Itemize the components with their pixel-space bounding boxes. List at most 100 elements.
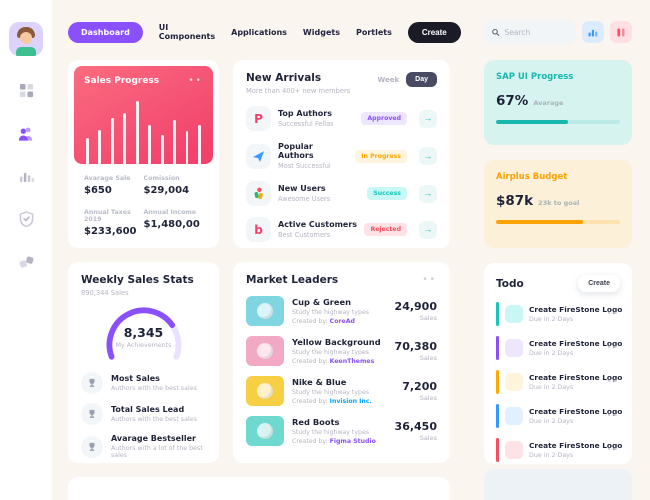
todo-color-bar	[496, 336, 499, 360]
stat-value: $650	[84, 185, 112, 196]
todo-menu-dots[interactable]: ••	[606, 309, 620, 318]
thumbnail-object	[257, 303, 273, 319]
weekly-item-total-sales-lead: Total Sales Lead Authors with the best s…	[81, 403, 206, 425]
arrow-button[interactable]: →	[419, 220, 437, 239]
user-avatar[interactable]	[9, 22, 43, 56]
paper-plane-glyph	[252, 150, 265, 162]
sap-value-row: 67% Avarage	[496, 93, 620, 109]
arrival-title: New Users	[278, 184, 326, 193]
market-item-created: Created by: CoreAd	[292, 318, 387, 325]
sales-bar	[198, 124, 201, 164]
weekly-item-texts: Most Sales Authors with the best sales	[111, 374, 197, 392]
trophy-glyph	[89, 409, 95, 418]
todo-item: Create FireStone Logo Due in 2 Days ••	[496, 404, 623, 428]
market-item-texts: Yellow Background Study the highway type…	[292, 337, 387, 365]
sidebar-item-users[interactable]	[17, 124, 35, 142]
author-link[interactable]: Figma Studio	[329, 438, 376, 445]
todo-color-bar	[496, 302, 499, 326]
product-thumbnail	[246, 296, 284, 326]
todo-item-title: Create FireStone Logo	[529, 407, 623, 416]
status-badge-in-progress: In Progress	[355, 149, 407, 163]
tab-widgets[interactable]: Widgets	[302, 27, 340, 37]
sidebar-item-analytics[interactable]	[17, 167, 35, 185]
create-button[interactable]: Create	[407, 21, 461, 43]
weekly-stats-subtitle: 890,344 Sales	[81, 289, 129, 297]
toggle-day[interactable]: Day	[406, 72, 437, 87]
thumbnail-object	[257, 383, 273, 399]
chart-quick-button[interactable]	[582, 21, 604, 43]
market-leaders-header: Market Leaders ••	[246, 274, 437, 286]
todo-texts: Create FireStone Logo Due in 2 Days	[529, 441, 622, 459]
thumbnail-object	[257, 423, 273, 439]
grid-icon	[19, 83, 33, 97]
arrow-button[interactable]: →	[419, 147, 437, 165]
tab-applications[interactable]: Applications	[231, 27, 287, 37]
sap-progress-fill	[496, 120, 568, 124]
thumbnail-object	[257, 343, 273, 359]
weekly-item-title: Most Sales	[111, 374, 160, 383]
trophy-glyph	[89, 442, 95, 451]
sidebar-item-dashboard[interactable]	[17, 81, 35, 99]
todo-menu-dots[interactable]: ••	[606, 377, 620, 386]
sales-menu-dots[interactable]: ••	[188, 76, 203, 86]
sales-bar	[110, 117, 114, 164]
todo-menu-dots[interactable]: ••	[606, 445, 620, 454]
trophy-icon	[81, 372, 103, 394]
todo-create-button[interactable]: Create	[578, 275, 620, 292]
sales-bar	[173, 120, 176, 164]
market-item-texts: Nike & Blue Study the highway types Crea…	[292, 377, 394, 405]
main-content: Dashboard UI Components Applications Wid…	[52, 0, 650, 500]
new-arrivals-title: New Arrivals	[246, 72, 322, 84]
trophy-icon	[81, 435, 103, 458]
tab-ui-components[interactable]: UI Components	[158, 23, 216, 41]
tab-portlets[interactable]: Portlets	[355, 27, 392, 37]
arrow-button[interactable]: →	[419, 109, 437, 128]
toggle-week[interactable]: Week	[377, 75, 400, 84]
market-item-yellow-background: Yellow Background Study the highway type…	[246, 336, 437, 366]
stat-value: $29,004	[143, 185, 190, 196]
todo-color-bar	[496, 438, 499, 462]
partial-card-right	[484, 469, 632, 500]
search-box[interactable]	[484, 20, 576, 44]
market-item-created: Created by: Invision Inc.	[292, 398, 394, 405]
todo-menu-dots[interactable]: ••	[606, 411, 620, 420]
sidebar-item-security[interactable]	[17, 210, 35, 228]
arrival-item-top-authors: P Top Authors Successful Fellas Approved…	[246, 106, 437, 131]
stat-comission: Comission $29,004	[144, 175, 204, 196]
stat-label: Annual Taxes 2019	[84, 209, 131, 223]
todo-color-square	[505, 441, 523, 459]
todo-menu-dots[interactable]: ••	[606, 343, 620, 352]
sales-label: Sales	[419, 354, 437, 362]
sidebar-item-components[interactable]	[17, 253, 35, 271]
sales-bar	[123, 113, 127, 164]
sales-bars	[86, 96, 201, 164]
todo-color-square	[505, 305, 523, 323]
author-link[interactable]: CoreAd	[329, 318, 355, 325]
arrival-item-popular-authors: Popular Authors Most Successful In Progr…	[246, 142, 437, 170]
tab-dashboard[interactable]: Dashboard	[68, 21, 143, 43]
todo-item-due: Due in 2 Days	[529, 350, 574, 357]
author-link[interactable]: KeenThemes	[329, 358, 375, 365]
weekly-item-most-sales: Most Sales Authors with the best sales	[81, 372, 206, 394]
pause-icon	[617, 28, 625, 36]
todo-color-square	[505, 339, 523, 357]
dashboard-grid: Sales Progress •• Avarage Sale $650	[68, 60, 632, 500]
sales-bar	[98, 130, 102, 164]
sales-number: 70,380	[394, 340, 437, 353]
sales-label: Sales	[419, 434, 437, 442]
arrival-title: Top Authors	[278, 109, 333, 118]
arrival-subtitle: Awesome Users	[278, 195, 331, 203]
pause-quick-button[interactable]	[610, 21, 632, 43]
stat-annual-income: Annual Income $1,480,00	[144, 209, 204, 237]
puzzle-icon	[19, 256, 33, 268]
todo-color-square	[505, 373, 523, 391]
search-area	[484, 20, 632, 44]
weekly-item-subtitle: Authors with a lot of the best sales	[111, 445, 203, 459]
search-input[interactable]	[504, 27, 568, 37]
author-link[interactable]: Invision Inc.	[329, 398, 372, 405]
weekly-item-subtitle: Authors with the best sales	[111, 416, 197, 423]
achievements-gauge: 8,345 My Achievements	[85, 299, 203, 363]
market-menu-dots[interactable]: ••	[422, 275, 437, 285]
todo-card: Todo Create Create FireStone Logo Due in…	[484, 263, 632, 464]
arrow-button[interactable]: →	[419, 184, 437, 203]
